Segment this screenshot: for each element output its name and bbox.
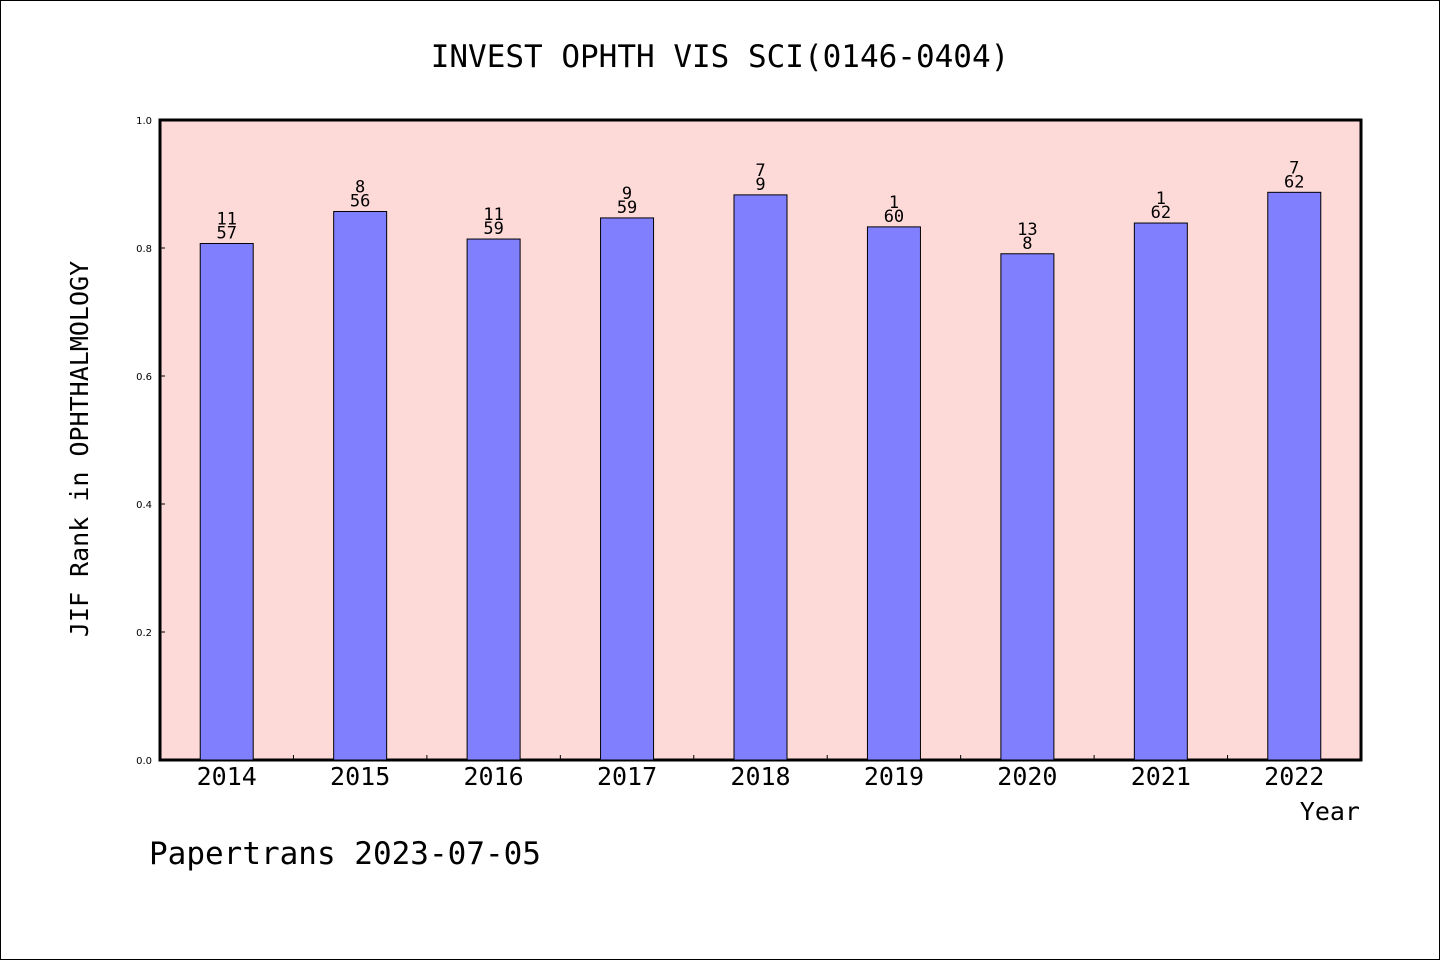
x-tick-label: 2018	[730, 762, 790, 791]
y-tick-label: 0.4	[136, 500, 152, 511]
bar-2014	[199, 243, 254, 761]
bar-2018	[733, 194, 788, 761]
x-tick-label: 2015	[330, 762, 390, 791]
bar-total-label: 9	[755, 175, 765, 195]
bar-2017	[600, 217, 655, 761]
bar-rank-label: 1	[1156, 189, 1166, 209]
y-tick-label: 0.8	[136, 244, 152, 255]
bar-2015	[333, 211, 388, 761]
x-tick-label: 2021	[1131, 762, 1191, 791]
bars-layer	[199, 191, 1322, 761]
x-tick-label: 2017	[597, 762, 657, 791]
bar-rank-label: 8	[355, 178, 365, 198]
bar-2021	[1133, 222, 1188, 761]
bar-rank-label: 11	[216, 210, 236, 230]
bar-rank-label: 13	[1017, 220, 1037, 240]
bar-rank-label: 7	[1289, 158, 1299, 178]
y-tick-label: 0.2	[136, 628, 152, 639]
bar-total-label: 59	[483, 219, 503, 239]
bar-total-label: 56	[350, 192, 370, 212]
bar-total-label: 57	[216, 224, 236, 244]
bar-2019	[866, 226, 921, 761]
y-axis-label: JIF Rank in OPHTHALMOLOGY	[65, 261, 94, 637]
footer-watermark: Papertrans 2023-07-05	[149, 836, 541, 872]
bar-rank-label: 1	[889, 193, 899, 213]
x-axis: 2014 2015 2016 2017 2018 2019 2020 2021 2022	[197, 755, 1324, 791]
chart-title: INVEST OPHTH VIS SCI(0146-0404)	[431, 39, 1010, 75]
bar-total-label: 62	[1284, 172, 1304, 192]
x-axis-label: Year	[1300, 797, 1360, 826]
x-tick-label: 2019	[864, 762, 924, 791]
y-tick-label: 0.6	[136, 372, 152, 383]
bar-total-label: 60	[884, 207, 904, 227]
bar-rank-label: 7	[755, 161, 765, 181]
bar-2022	[1267, 191, 1322, 761]
y-tick-label: 1.0	[136, 116, 152, 127]
x-tick-label: 2020	[997, 762, 1057, 791]
bar-2020	[1000, 253, 1055, 761]
bar-2016	[466, 238, 521, 761]
y-tick-label: 0.0	[136, 756, 152, 767]
y-axis: 0.0 0.2 0.4 0.6 0.8 1.0	[136, 116, 165, 767]
bar-total-label: 59	[617, 198, 637, 218]
bar-total-label: 8	[1022, 234, 1032, 254]
bar-total-label: 62	[1151, 203, 1171, 223]
bar-rank-label: 11	[483, 205, 503, 225]
x-tick-label: 2016	[464, 762, 524, 791]
bar-rank-label: 9	[622, 184, 632, 204]
x-tick-label: 2014	[197, 762, 257, 791]
x-tick-label: 2022	[1264, 762, 1324, 791]
